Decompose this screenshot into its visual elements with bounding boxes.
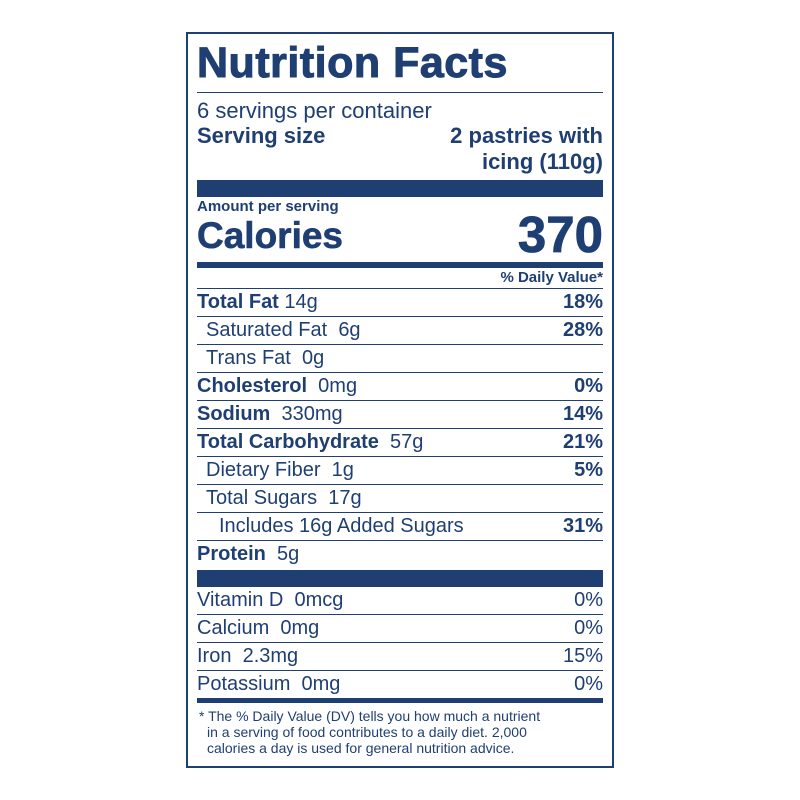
serving-size-value-line2: icing (110g)	[481, 149, 603, 174]
vitamin-dv: 0%	[574, 673, 603, 695]
calories-row: Calories 370	[197, 209, 604, 261]
medium-divider	[197, 262, 603, 268]
nutrient-label: Total Sugars 17g	[206, 487, 362, 509]
nutrient-dv: 28%	[562, 319, 603, 341]
vitamin-dv: 15%	[562, 645, 603, 667]
vitamin-label: Vitamin D 0mcg	[197, 589, 344, 611]
nutrient-row-total-carbohydrate: Total Carbohydrate 57g 21%	[197, 428, 603, 456]
nutrient-row-total-fat: Total Fat 14g 18%	[197, 288, 603, 316]
nutrient-label: Includes 16g Added Sugars	[219, 515, 464, 537]
serving-size-value-line1: 2 pastries with	[450, 123, 603, 148]
title-rule	[197, 92, 603, 93]
nutrient-row-added-sugars: Includes 16g Added Sugars 31%	[197, 512, 603, 540]
serving-size-value: 2 pastries with icing (110g)	[450, 123, 603, 175]
calories-value: 370	[517, 206, 604, 263]
nutrient-row-dietary-fiber: Dietary Fiber 1g 5%	[197, 456, 603, 484]
daily-value-header: % Daily Value*	[500, 269, 603, 286]
calories-label: Calories	[197, 215, 344, 256]
vitamin-divider	[197, 570, 603, 587]
vitamin-label: Calcium 0mg	[197, 617, 320, 639]
footnote-line-3: calories a day is used for general nutri…	[207, 740, 515, 756]
nutrient-row-protein: Protein 5g	[197, 540, 603, 568]
vitamin-dv: 0%	[574, 617, 603, 639]
nutrient-label: Trans Fat 0g	[206, 347, 325, 369]
nutrient-dv: 0%	[574, 375, 603, 397]
nutrient-row-saturated-fat: Saturated Fat 6g 28%	[197, 316, 603, 344]
daily-value-footnote: * The % Daily Value (DV) tells you how m…	[197, 708, 603, 756]
vitamin-row-calcium: Calcium 0mg 0%	[197, 614, 603, 642]
vitamin-label: Iron 2.3mg	[197, 645, 299, 667]
footnote-line-1: * The % Daily Value (DV) tells you how m…	[199, 708, 541, 724]
nutrient-label: Total Carbohydrate 57g	[197, 431, 424, 453]
vitamin-row-vitamin-d: Vitamin D 0mcg 0%	[197, 587, 603, 614]
vitamin-dv: 0%	[574, 589, 603, 611]
vitamin-row-iron: Iron 2.3mg 15%	[197, 642, 603, 670]
servings-per-container: 6 servings per container	[197, 98, 432, 123]
nutrient-label: Dietary Fiber 1g	[206, 459, 354, 481]
footnote-divider	[197, 698, 603, 703]
nutrient-label: Protein 5g	[197, 543, 300, 565]
nutrition-facts-label: Nutrition Facts 6 servings per container…	[186, 32, 614, 768]
serving-size-label: Serving size	[197, 123, 326, 148]
nutrient-row-cholesterol: Cholesterol 0mg 0%	[197, 372, 603, 400]
nutrient-label: Sodium 330mg	[197, 403, 343, 425]
nutrient-label: Saturated Fat 6g	[206, 319, 361, 341]
thick-divider	[197, 180, 603, 197]
label-title: Nutrition Facts	[197, 39, 508, 87]
nutrient-row-sodium: Sodium 330mg 14%	[197, 400, 603, 428]
footnote-line-2: in a serving of food contributes to a da…	[207, 724, 527, 740]
nutrient-row-total-sugars: Total Sugars 17g	[197, 484, 603, 512]
amount-per-serving: Amount per serving	[197, 198, 339, 215]
nutrient-dv: 14%	[562, 403, 603, 425]
nutrient-label: Total Fat 14g	[197, 291, 318, 313]
nutrient-dv: 18%	[562, 291, 603, 313]
vitamin-row-potassium: Potassium 0mg 0%	[197, 670, 603, 698]
nutrient-label: Cholesterol 0mg	[197, 375, 358, 397]
nutrient-dv: 5%	[574, 459, 603, 481]
nutrient-dv: 31%	[562, 515, 603, 537]
nutrient-dv: 21%	[562, 431, 603, 453]
serving-size: Serving size 2 pastries with icing (110g…	[197, 123, 603, 175]
nutrient-row-trans-fat: Trans Fat 0g	[197, 344, 603, 372]
vitamin-label: Potassium 0mg	[197, 673, 341, 695]
